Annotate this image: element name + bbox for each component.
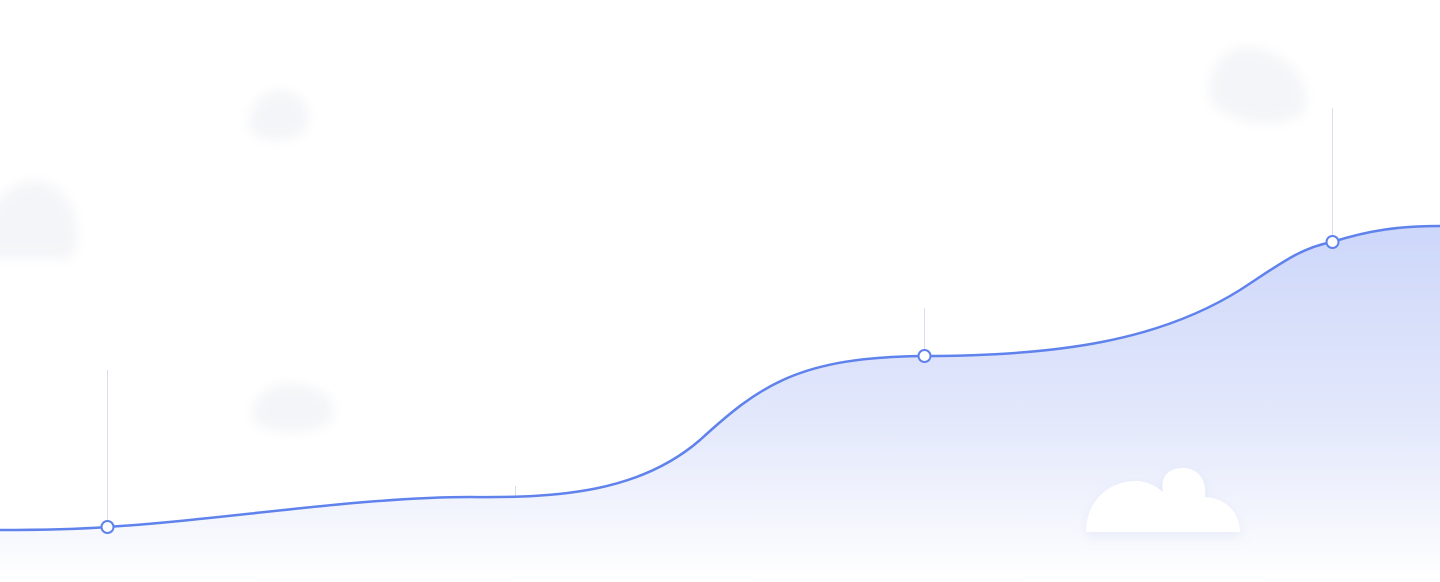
cloud-icon	[249, 90, 309, 140]
milestone-marker	[100, 520, 115, 534]
cloud-icon	[251, 384, 334, 432]
milestone-marker	[917, 349, 932, 363]
growth-line	[0, 224, 1440, 532]
milestone-marker	[1325, 235, 1340, 249]
cloud-icon	[1209, 47, 1306, 124]
cloud-icon	[0, 181, 77, 258]
cloud-icon	[1086, 468, 1240, 532]
growth-area	[0, 226, 1440, 582]
milestone-markers	[100, 235, 1340, 534]
